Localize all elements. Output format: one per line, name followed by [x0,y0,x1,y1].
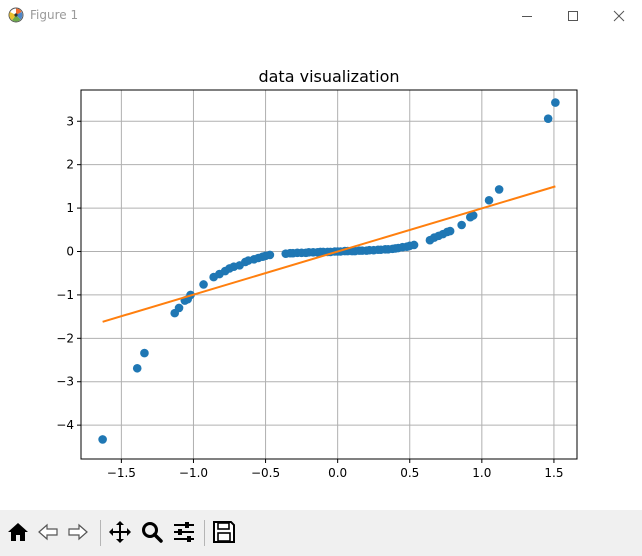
floppy-disk-icon [213,521,235,543]
plot-marks [98,98,560,444]
zoom-button[interactable] [138,518,166,546]
y-tick-label: 0 [66,244,74,258]
x-tick-label: −1.0 [179,466,208,480]
grid-lines [81,90,577,459]
magnifier-icon [142,522,163,543]
data-point [457,220,466,230]
arrow-right-icon [68,523,88,541]
window-title: Figure 1 [30,8,79,22]
figure-canvas[interactable]: −1.5 −1.0 −0.5 0.0 0.5 1.0 1.5 −4 −3 −2 −1 0 1 2 3 dat… [0,32,642,510]
data-point [468,211,478,220]
minimize-icon [522,16,532,17]
sliders-icon [174,522,194,542]
data-point [132,363,142,373]
data-point [494,185,504,194]
data-point [140,348,149,358]
save-button[interactable] [210,518,238,546]
data-point [199,280,208,289]
back-button[interactable] [34,518,62,546]
maximize-icon [568,11,578,21]
y-tick-label: 2 [66,158,74,172]
configure-subplots-button[interactable] [170,518,198,546]
x-tick-label: −1.5 [107,466,136,480]
navigation-toolbar [0,510,642,556]
x-tick-label: 1.5 [544,466,563,480]
fit-line [102,185,556,323]
axis-ticks: −1.5 −1.0 −0.5 0.0 0.5 1.0 1.5 −4 −3 −2 −1 0 1 2 3 [56,114,563,480]
scatter-plot[interactable]: −1.5 −1.0 −0.5 0.0 0.5 1.0 1.5 −4 −3 −2 −1 0 1 2 3 dat… [0,32,642,510]
pan-button[interactable] [106,518,134,546]
x-tick-label: 0.5 [400,466,419,480]
chart-title: data visualization [258,67,399,86]
data-point [551,98,560,107]
y-tick-label: 3 [66,114,74,128]
toolbar-separator [204,520,205,546]
y-tick-label: 1 [66,201,74,215]
data-point [409,240,419,250]
x-tick-label: −0.5 [251,466,280,480]
minimize-button[interactable] [504,0,550,32]
forward-button[interactable] [64,518,92,546]
close-button[interactable] [596,0,642,32]
close-icon [613,10,625,22]
move-icon [109,521,131,543]
data-point [98,435,107,444]
home-icon [8,523,28,541]
y-tick-label: −1 [56,288,74,302]
data-point [543,114,553,123]
data-point [484,195,494,205]
x-tick-label: 1.0 [472,466,491,480]
home-button[interactable] [4,518,32,546]
data-point [265,250,275,260]
y-tick-label: −4 [56,418,74,432]
maximize-button[interactable] [550,0,596,32]
axes-frame [80,89,578,460]
y-tick-label: −2 [56,331,74,345]
x-tick-label: 0.0 [328,466,347,480]
data-point [445,226,455,236]
data-point [174,303,184,313]
toolbar-separator [100,520,101,546]
matplotlib-logo-icon [8,7,24,23]
window-titlebar: Figure 1 [0,0,642,33]
arrow-left-icon [38,523,58,541]
y-tick-label: −3 [56,375,74,389]
